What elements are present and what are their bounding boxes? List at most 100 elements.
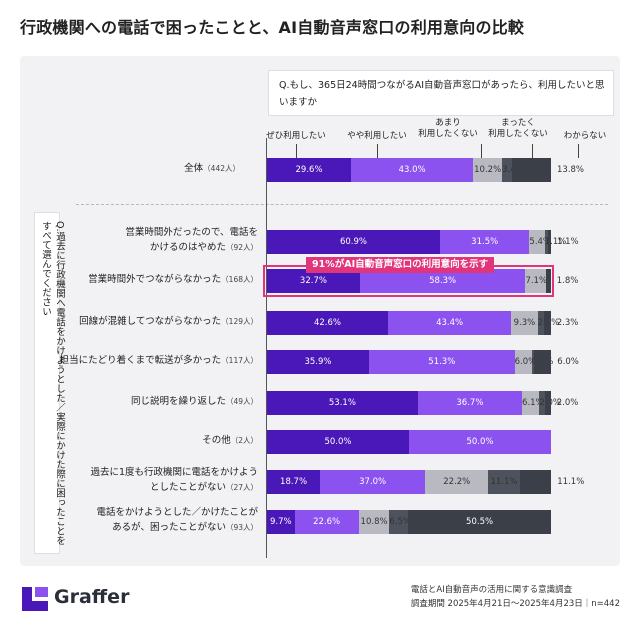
row-label: 同じ説明を繰り返した（49人） xyxy=(131,394,258,409)
source-note: 電話とAI自動音声の活用に関する意識調査 調査期間 2025年4月21日〜202… xyxy=(411,583,620,611)
bar-segment: 53.1% xyxy=(267,391,418,415)
legend-tick xyxy=(377,144,378,158)
top-question-text: Q.もし、365日24時間つながるAI自動音声窓口があったら、利用したいと思いま… xyxy=(279,80,605,108)
legend-label-line: 利用したくない xyxy=(488,129,548,139)
bar-segment xyxy=(534,350,552,374)
bar-segment xyxy=(545,269,551,293)
outside-value: 1.8% xyxy=(556,276,579,286)
row-label: その他（2人） xyxy=(202,433,258,448)
bar-segment: 32.7% xyxy=(267,269,360,293)
bar-segment: 22.2% xyxy=(425,470,489,494)
outside-value: 2.3% xyxy=(556,318,579,328)
data-label: 6.1% xyxy=(522,398,544,408)
data-label: 11.1% xyxy=(490,477,518,487)
row-label: 電話をかけようとした／かけたことが あるが、困ったことがない（93人） xyxy=(96,505,258,535)
legend-label-line: ぜひ利用したい xyxy=(266,131,326,141)
bar-segment: 58.3% xyxy=(359,269,526,293)
legend-label: わからない xyxy=(545,131,625,142)
data-label: 18.7% xyxy=(280,477,308,487)
row-count: （27人） xyxy=(225,483,258,492)
data-label: 43.0% xyxy=(398,165,426,175)
bar-segment: 50.5% xyxy=(407,510,552,534)
bar-segment: 35.9% xyxy=(267,350,369,374)
legend-label-line: あまり xyxy=(435,118,461,128)
outside-value: 11.1% xyxy=(557,477,585,487)
outside-value: 6.0% xyxy=(557,357,579,367)
legend-label: やや利用したい xyxy=(337,131,417,142)
legend-tick xyxy=(578,144,579,158)
data-label: 5.4% xyxy=(529,237,552,247)
row-label: 過去に1度も行政機関に電話をかけよう としたことがない（27人） xyxy=(90,465,258,495)
bar-segment: 29.6% xyxy=(267,158,352,182)
row-count: （442人） xyxy=(203,163,240,173)
legend-label-line: まったく xyxy=(501,118,535,128)
brand-name: Graffer xyxy=(54,586,130,608)
survey-period: 調査期間 2025年4月21日〜2025年4月23日｜n=442 xyxy=(410,599,620,609)
data-label: 22.6% xyxy=(313,517,341,527)
bar-segment xyxy=(547,230,551,254)
row-label-line: 全体（442人） xyxy=(184,162,240,174)
bar-segment: 10.2% xyxy=(473,158,503,182)
bar-segment xyxy=(511,158,551,182)
data-label: 10.2% xyxy=(474,165,502,175)
bar-segment: 10.8% xyxy=(358,510,390,534)
chart-axis xyxy=(266,138,267,558)
bar-segment: 50.0% xyxy=(409,430,551,454)
row-count: （129人） xyxy=(221,316,258,326)
legend-tick xyxy=(296,144,297,158)
data-label: 10.8% xyxy=(360,517,388,527)
bar-segment: 1.1% xyxy=(544,230,566,254)
bar-segment xyxy=(544,311,551,335)
data-label: 29.6% xyxy=(295,165,323,175)
outside-value: 13.8% xyxy=(557,165,585,175)
side-question-box: Q.過去に行政機関へ電話をかけようとした／実際にかけた際に困ったことをすべて選ん… xyxy=(34,212,65,554)
row-label: 営業時間外だったので、電話をかけるのはやめた（92人） xyxy=(125,225,258,255)
row-label: 回線が混雑してつながらなかった（129人） xyxy=(79,314,258,329)
bar-segment: 43.0% xyxy=(351,158,474,182)
legend-label: ぜひ利用したい xyxy=(256,131,336,142)
bar-segment: 60.9% xyxy=(267,230,440,254)
row-label-line: 過去に1度も行政機関に電話をかけよう xyxy=(90,467,258,478)
row-count: （2人） xyxy=(230,435,258,445)
legend-tick xyxy=(481,144,482,158)
divider-line xyxy=(76,204,608,205)
bar-segment: 31.5% xyxy=(439,230,530,254)
data-label: 58.3% xyxy=(429,276,457,286)
page-title: 行政機関への電話で困ったことと、AI自動音声窓口の利用意向の比較 xyxy=(20,18,525,37)
row-count: （49人） xyxy=(225,396,258,406)
legend-tick xyxy=(532,144,533,158)
data-label: 42.6% xyxy=(313,318,341,328)
bar-segment: 18.7% xyxy=(267,470,321,494)
bar-segment: 3.4% xyxy=(502,158,524,182)
data-label: 53.1% xyxy=(328,398,356,408)
row-label-line: 同じ説明を繰り返した（49人） xyxy=(130,395,258,407)
bar-segment: 11.1% xyxy=(488,470,520,494)
row-label-line: 営業時間外でつながらなかった（168人） xyxy=(88,273,258,285)
row-label-line: かけるのはやめた（92人） xyxy=(149,242,258,253)
row-label-line: その他（2人） xyxy=(202,434,258,446)
outside-value: 2.0% xyxy=(556,398,579,408)
row-label-line: 営業時間外だったので、電話を xyxy=(125,227,258,238)
row-count: （93人） xyxy=(225,523,258,532)
data-label: 50.0% xyxy=(324,437,352,447)
bar-segment: 6.0% xyxy=(514,350,536,374)
bar-segment: 42.6% xyxy=(267,311,388,335)
row-count: （92人） xyxy=(225,243,258,252)
bar-segment: 51.3% xyxy=(368,350,515,374)
data-label: 35.9% xyxy=(304,357,332,367)
data-label: 22.2% xyxy=(443,477,471,487)
data-label: 31.5% xyxy=(471,237,499,247)
legend-label: あまり 利用したくない xyxy=(408,118,488,140)
bar-segment: 50.0% xyxy=(267,430,409,454)
row-count: （117人） xyxy=(221,355,258,365)
highlight-label: 91%がAI自動音声窓口の利用意向を示す xyxy=(306,257,495,273)
bar-segment: 6.1% xyxy=(522,391,544,415)
bar-segment: 43.4% xyxy=(387,311,512,335)
side-question-text: Q.過去に行政機関へ電話をかけようとした／実際にかけた際に困ったことをすべて選ん… xyxy=(40,221,65,545)
bar-segment: 7.1% xyxy=(525,269,547,293)
legend-label-line: わからない xyxy=(563,131,607,141)
row-label-line: 回線が混雑してつながらなかった（129人） xyxy=(79,315,258,327)
bar-segment: 9.3% xyxy=(511,311,538,335)
data-label: 36.7% xyxy=(456,398,484,408)
bar-segment: 22.6% xyxy=(294,510,359,534)
